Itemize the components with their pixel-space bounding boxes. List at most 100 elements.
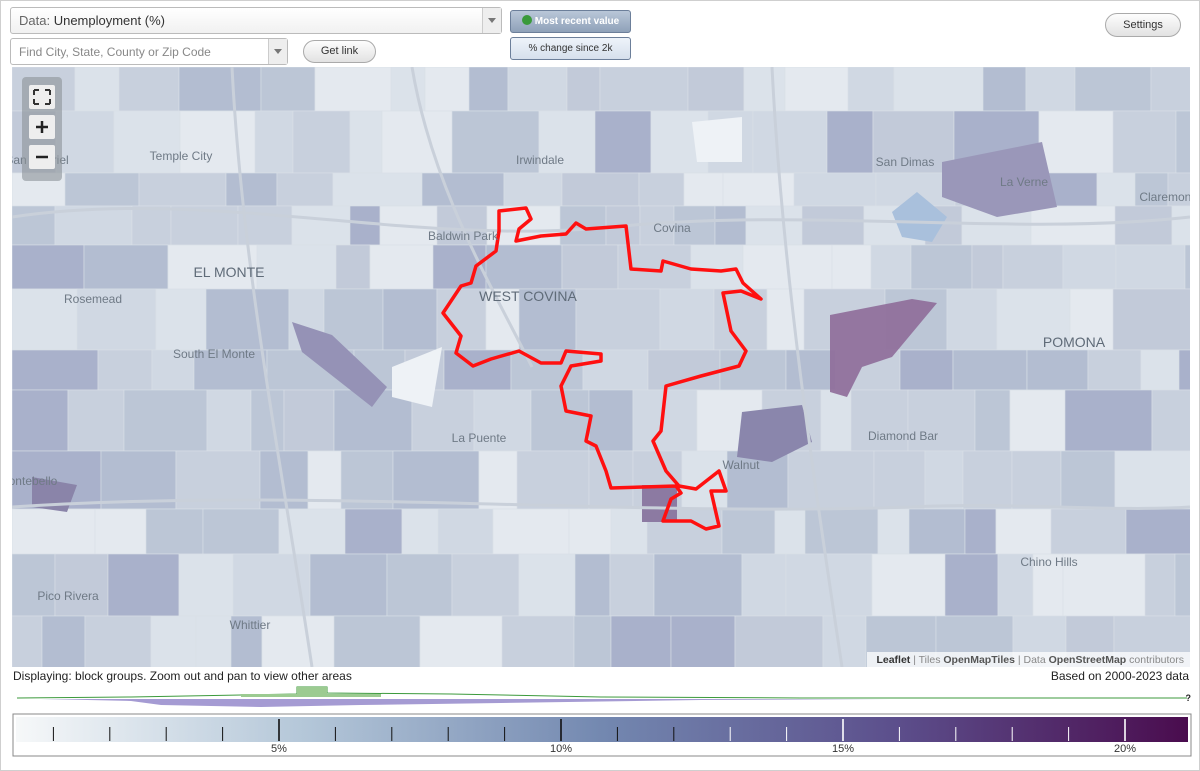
block-group [178,67,262,112]
legend: ? 5% 10% 15% 20% [12,686,1192,757]
block-group [907,389,976,452]
check-icon [521,15,532,25]
fullscreen-button[interactable] [29,85,55,109]
block-group [419,615,503,667]
block-group [820,389,852,452]
block-group [309,553,388,617]
attribution-link[interactable]: Leaflet [876,654,910,666]
get-link-button[interactable]: Get link [303,40,376,63]
block-group [138,172,227,207]
block-group [726,450,789,510]
block-group [801,205,865,246]
data-label: Data: [19,13,51,28]
block-group [12,615,43,667]
block-group [594,110,652,174]
place-label: Whittier [230,618,271,632]
block-group [41,615,86,667]
block-group [1050,508,1127,555]
place-label: Temple City [150,149,213,163]
attribution-link[interactable]: OpenStreetMap [1049,654,1127,666]
block-group [962,450,1013,510]
block-group [178,553,234,617]
legend-ticks: 5% 10% 15% 20% [52,719,1136,755]
block-group-high [942,142,1057,217]
block-group [575,288,661,351]
block-group [84,615,152,667]
block-group [291,205,351,246]
block-group [1038,110,1114,174]
block-group [344,508,403,555]
map[interactable]: Temple City San Gabriel Irwindale San Di… [12,67,1190,667]
dropdown-arrow[interactable] [268,39,287,64]
block-group [113,110,181,174]
block-group [850,389,909,452]
block-group [1060,450,1116,510]
block-group [381,110,453,174]
block-group [681,450,728,510]
block-group [745,205,803,246]
block-group [831,244,872,290]
water [892,192,947,242]
place-label: Chino Hills [1020,555,1077,569]
help-mark[interactable]: ? [1186,693,1192,703]
attribution-link[interactable]: OpenMapTiles [943,654,1015,666]
block-group [1064,389,1153,452]
histogram-bar [41,699,901,707]
block-group [202,508,280,555]
block-group [67,389,125,452]
block-group [910,244,973,290]
block-group [501,615,575,667]
block-group [1115,244,1186,290]
place-label: South El Monte [173,347,255,361]
block-group [12,244,85,290]
block-group [179,110,256,174]
settings-button[interactable]: Settings [1105,13,1181,37]
block-group [822,615,867,667]
dropdown-arrow[interactable] [482,8,501,33]
block-group [1009,389,1066,452]
block-group [899,349,954,391]
block-group [392,450,480,510]
search-box[interactable]: Find City, State, County or Zip Code [10,38,288,65]
block-group [734,615,824,667]
block-group [610,615,672,667]
block-group [741,553,787,617]
block-group [437,508,494,555]
block-group [1140,349,1180,391]
block-group [530,389,590,452]
block-group [94,508,147,555]
block-group [568,508,612,555]
block-group [610,508,648,555]
pct-change-button[interactable]: % change since 2k [510,37,631,60]
block-group [510,349,584,391]
most-recent-button[interactable]: Most recent value [510,10,631,33]
block-group [485,288,520,351]
block-group [974,389,1011,452]
block-group [1025,67,1076,112]
block-group [944,553,999,617]
block-group [1167,172,1190,207]
place-label: WEST COVINA [479,288,577,304]
block-group [97,349,153,391]
block-group [683,172,724,207]
color-scale [16,717,1188,742]
block-group [131,205,172,246]
block-group [451,110,540,174]
block-group [847,67,895,112]
block-group [54,553,109,617]
place-label: Claremont [1139,190,1190,204]
block-group [1175,110,1190,174]
block-group [653,553,743,617]
block-group [752,110,828,174]
block-group [908,508,966,555]
block-group [1171,205,1190,246]
block-group-high [830,299,937,397]
place-label: Montebello [12,474,58,488]
block-group [451,553,520,617]
block-group [690,244,744,290]
block-group [12,288,78,351]
block-group [877,508,910,555]
data-select[interactable]: Data: Unemployment (%) [10,7,502,34]
block-group [670,615,736,667]
block-group [714,205,747,246]
